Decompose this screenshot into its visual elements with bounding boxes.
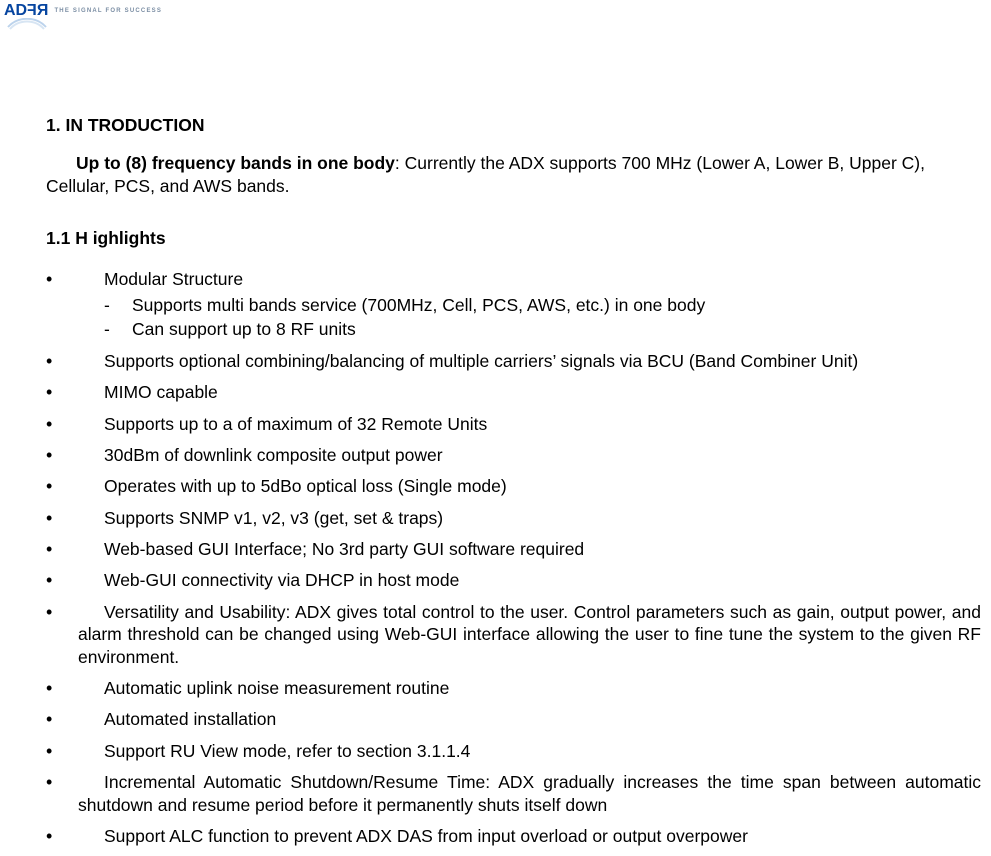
list-item-text: Versatility and Usability: ADX gives tot… (78, 601, 981, 668)
logo-swoosh-icon (6, 18, 48, 30)
list-item-text: Supports optional combining/balancing of… (104, 350, 981, 372)
list-item-text: Automated installation (104, 708, 981, 730)
logo-tagline: THE SIGNAL FOR SUCCESS (54, 8, 162, 14)
list-item-text: Web-GUI connectivity via DHCP in host mo… (104, 569, 981, 591)
list-item: Automated installation (46, 708, 981, 730)
heading-introduction: 1. IN TRODUCTION (46, 114, 981, 136)
highlights-list: Modular Structure Supports multi bands se… (46, 268, 981, 848)
list-item-text: MIMO capable (104, 381, 981, 403)
logo-text-ad: AD (4, 2, 27, 19)
list-item-text: Supports SNMP v1, v2, v3 (get, set & tra… (104, 507, 981, 529)
heading-highlights: 1.1 H ighlights (46, 227, 981, 249)
list-item-text: Automatic uplink noise measurement routi… (104, 677, 981, 699)
list-item: Supports up to a of maximum of 32 Remote… (46, 413, 981, 435)
intro-lead: Up to (8) frequency bands in one body (76, 153, 395, 173)
sub-list-item: Can support up to 8 RF units (104, 318, 981, 340)
logo-bar: ADRF THE SIGNAL FOR SUCCESS (0, 0, 991, 22)
list-item: Automatic uplink noise measurement routi… (46, 677, 981, 699)
list-item: Supports SNMP v1, v2, v3 (get, set & tra… (46, 507, 981, 529)
list-item: 30dBm of downlink composite output power (46, 444, 981, 466)
sub-list: Supports multi bands service (700MHz, Ce… (104, 294, 981, 341)
list-item-text: Supports up to a of maximum of 32 Remote… (104, 413, 981, 435)
list-item: Supports optional combining/balancing of… (46, 350, 981, 372)
list-item: Modular Structure Supports multi bands se… (46, 268, 981, 341)
list-item-text: Support ALC function to prevent ADX DAS … (104, 825, 981, 847)
list-item-text: Incremental Automatic Shutdown/Resume Ti… (78, 771, 981, 816)
list-item: Support RU View mode, refer to section 3… (46, 740, 981, 762)
list-item-text: Modular Structure (104, 268, 981, 290)
list-item-text: 30dBm of downlink composite output power (104, 444, 981, 466)
list-item: Incremental Automatic Shutdown/Resume Ti… (46, 771, 981, 816)
intro-paragraph: Up to (8) frequency bands in one body: C… (46, 152, 981, 197)
list-item: Versatility and Usability: ADX gives tot… (46, 601, 981, 668)
list-item: Operates with up to 5dBo optical loss (S… (46, 475, 981, 497)
document-body: 1. IN TRODUCTION Up to (8) frequency ban… (0, 30, 991, 847)
list-item: Support ALC function to prevent ADX DAS … (46, 825, 981, 847)
list-item: MIMO capable (46, 381, 981, 403)
list-item-text: Support RU View mode, refer to section 3… (104, 740, 981, 762)
sub-list-item: Supports multi bands service (700MHz, Ce… (104, 294, 981, 316)
list-item-text: Web-based GUI Interface; No 3rd party GU… (104, 538, 981, 560)
list-item: Web-GUI connectivity via DHCP in host mo… (46, 569, 981, 591)
list-item-text: Operates with up to 5dBo optical loss (S… (104, 475, 981, 497)
list-item: Web-based GUI Interface; No 3rd party GU… (46, 538, 981, 560)
